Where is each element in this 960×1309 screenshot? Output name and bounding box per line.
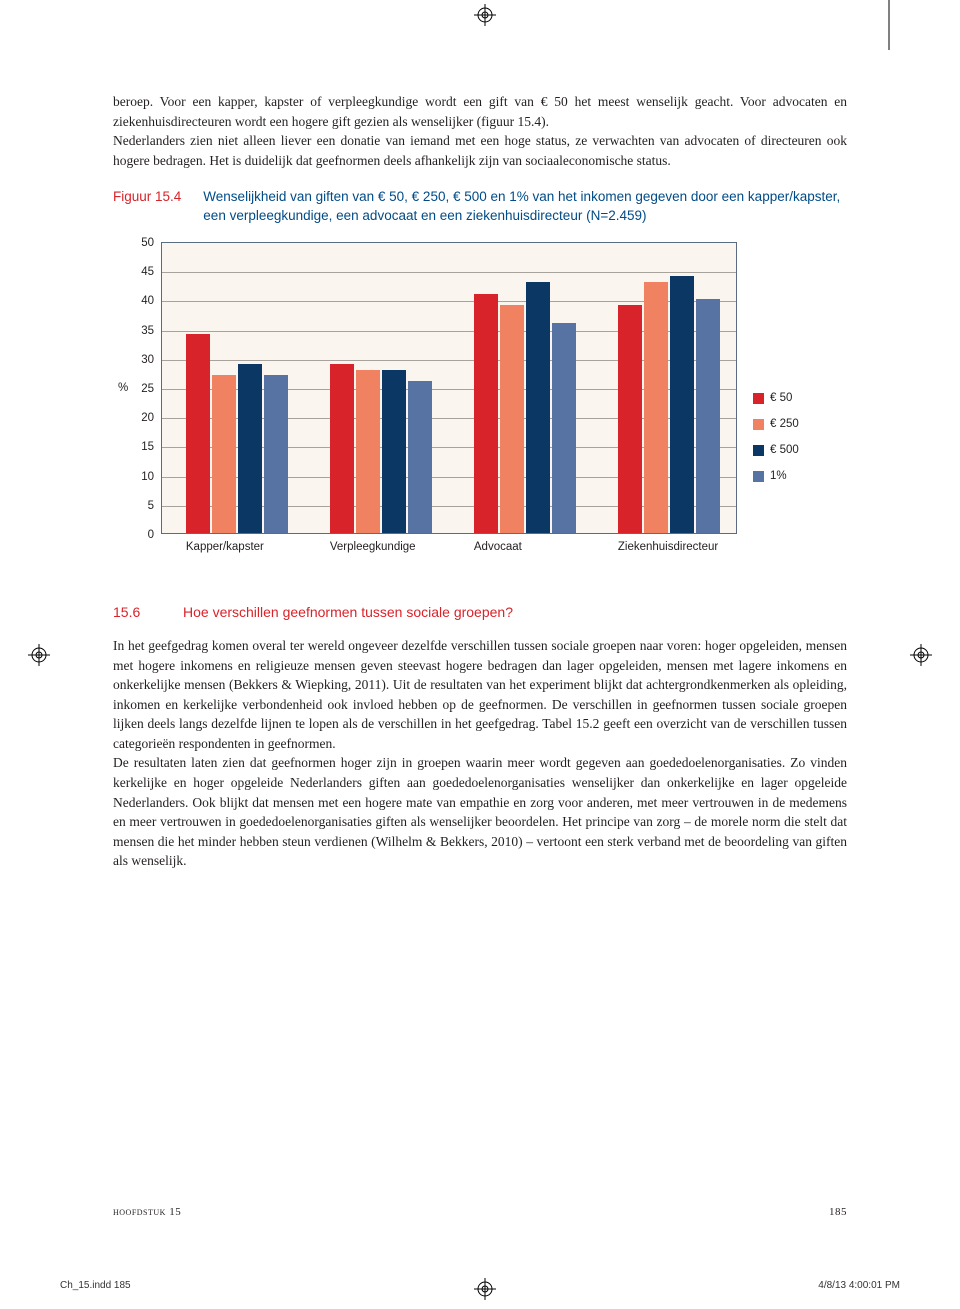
chart-xcat: Verpleegkundige — [330, 541, 416, 553]
chart-bar — [186, 334, 210, 533]
chart-bar — [382, 370, 406, 534]
figure-caption-text: Wenselijkheid van giften van € 50, € 250… — [203, 188, 847, 226]
body-paragraph-3: In het geefgedrag komen overal ter werel… — [113, 636, 847, 753]
figure-caption: Figuur 15.4 Wenselijkheid van giften van… — [113, 188, 847, 226]
chart-bar — [408, 381, 432, 533]
chart-xcat: Ziekenhuisdirecteur — [618, 541, 718, 553]
chart-bar — [500, 305, 524, 533]
body-paragraph-2: Nederlanders zien niet alleen liever een… — [113, 131, 847, 170]
legend-label: € 250 — [770, 418, 799, 430]
legend-label: 1% — [770, 470, 787, 482]
legend-swatch — [753, 471, 764, 482]
chart-legend-item: € 50 — [753, 392, 799, 404]
slug-file: Ch_15.indd 185 — [60, 1280, 131, 1291]
chart-bar — [552, 323, 576, 533]
chart-bar — [670, 276, 694, 533]
chart-ytick: 10 — [141, 471, 154, 483]
chart-plot: 05101520253035404550Kapper/kapsterVerple… — [161, 242, 737, 534]
chart-bar — [526, 282, 550, 533]
section-heading: 15.6 Hoe verschillen geefnormen tussen s… — [113, 604, 847, 620]
body-paragraph-1: beroep. Voor een kapper, kapster of verp… — [113, 92, 847, 131]
chart-bar — [264, 375, 288, 533]
chart-bar — [238, 364, 262, 533]
chart-ytick: 20 — [141, 412, 154, 424]
print-slug: Ch_15.indd 185 4/8/13 4:00:01 PM — [60, 1280, 900, 1291]
legend-swatch — [753, 445, 764, 456]
chart-ylabel: % — [118, 382, 128, 394]
chart-gridline — [162, 272, 736, 273]
section-number: 15.6 — [113, 604, 153, 620]
chapter-label: hoofdstuk 15 — [113, 1206, 181, 1218]
chart-ytick: 5 — [148, 500, 154, 512]
chart-ytick: 50 — [141, 237, 154, 249]
section-title: Hoe verschillen geefnormen tussen social… — [183, 604, 513, 620]
legend-swatch — [753, 419, 764, 430]
chart-bar — [618, 305, 642, 533]
chart-ytick: 35 — [141, 325, 154, 337]
chart-ytick: 15 — [141, 441, 154, 453]
registration-mark-right — [910, 644, 932, 666]
slug-time: 4/8/13 4:00:01 PM — [818, 1280, 900, 1291]
body-paragraph-4: De resultaten laten zien dat geefnormen … — [113, 753, 847, 870]
legend-label: € 50 — [770, 392, 792, 404]
page-number: 185 — [829, 1206, 847, 1218]
chart-ytick: 25 — [141, 383, 154, 395]
registration-mark-left — [28, 644, 50, 666]
chart-bar — [212, 375, 236, 533]
chart-ytick: 45 — [141, 266, 154, 278]
chart-legend-item: € 250 — [753, 418, 799, 430]
crop-line-top — [888, 0, 890, 50]
chart-legend-item: 1% — [753, 470, 799, 482]
figure-label: Figuur 15.4 — [113, 188, 181, 226]
chart-ytick: 30 — [141, 354, 154, 366]
chart-xcat: Advocaat — [474, 541, 522, 553]
chart-bar — [696, 299, 720, 533]
chart-bar — [644, 282, 668, 533]
bar-chart: 05101520253035404550Kapper/kapsterVerple… — [113, 242, 847, 568]
chart-bar — [474, 294, 498, 533]
chart-bar — [330, 364, 354, 533]
legend-swatch — [753, 393, 764, 404]
chart-bar — [356, 370, 380, 534]
registration-mark-top — [474, 4, 496, 26]
chart-ytick: 0 — [148, 529, 154, 541]
chart-xcat: Kapper/kapster — [186, 541, 264, 553]
page-footer: hoofdstuk 15 185 — [113, 1206, 847, 1218]
legend-label: € 500 — [770, 444, 799, 456]
chart-ytick: 40 — [141, 295, 154, 307]
chart-legend-item: € 500 — [753, 444, 799, 456]
chart-legend: € 50 € 250 € 500 1% — [753, 392, 799, 496]
